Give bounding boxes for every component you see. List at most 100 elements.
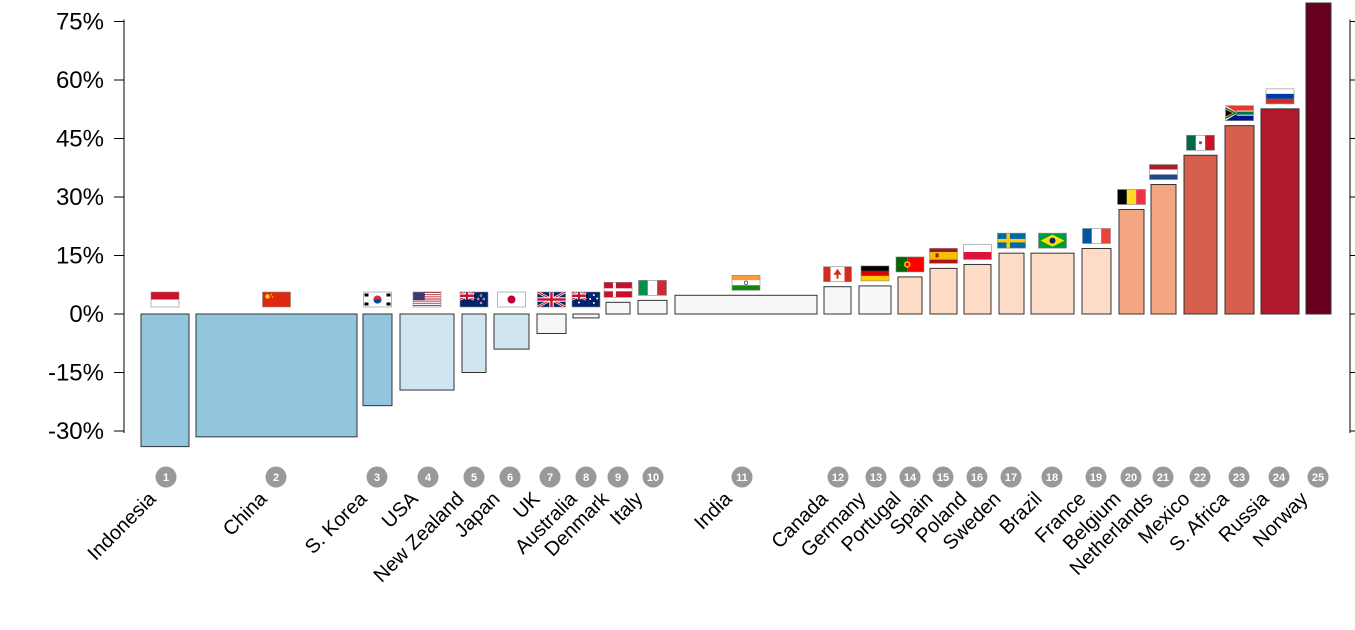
- rank-marker: 14: [899, 466, 921, 488]
- rank-circle: [417, 466, 439, 488]
- rank-circle: [1268, 466, 1290, 488]
- bar-denmark: [605, 301, 631, 315]
- rank-number: 12: [832, 472, 844, 484]
- rank-number: 22: [1194, 472, 1206, 484]
- rank-number: 5: [471, 472, 477, 484]
- bar-russia: [1260, 108, 1300, 315]
- rank-number: 7: [547, 472, 553, 484]
- rank-circle: [932, 466, 954, 488]
- bar-portugal: [897, 276, 923, 315]
- y-axis-left: 75% 60% 45% 30% 15% 0% -15% -30%: [48, 9, 125, 445]
- country-label: China: [219, 487, 272, 540]
- rank-marker: 10: [642, 466, 664, 488]
- rank-circle: [1307, 466, 1329, 488]
- y-tick-label: 45%: [56, 126, 104, 153]
- flags: [150, 88, 1295, 309]
- rank-marker: 23: [1228, 466, 1250, 488]
- canada-flag: [823, 266, 852, 283]
- rank-circle: [1152, 466, 1174, 488]
- bar-brazil: [1030, 252, 1075, 315]
- rank-number: 4: [425, 472, 432, 484]
- bar-south-africa: [1224, 125, 1255, 315]
- rank-marker: 21: [1152, 466, 1174, 488]
- rank-marker: 22: [1189, 466, 1211, 488]
- mexico-flag: [1186, 134, 1215, 151]
- south-korea-flag: [363, 291, 392, 308]
- rank-number: 23: [1233, 472, 1245, 484]
- rank-circle: [1041, 466, 1063, 488]
- rank-marker: 5: [463, 466, 485, 488]
- rank-number: 14: [904, 472, 917, 484]
- rank-marker: 7: [539, 466, 561, 488]
- y-axis-right: [1349, 19, 1355, 433]
- bar-spain: [929, 267, 958, 315]
- bar-italy: [637, 299, 668, 315]
- rank-number: 10: [647, 472, 659, 484]
- bars: [140, 2, 1332, 448]
- rank-circle: [607, 466, 629, 488]
- rank-marker: 19: [1085, 466, 1107, 488]
- rank-number: 3: [374, 472, 380, 484]
- new-zealand-flag: [459, 290, 489, 308]
- rank-circle: [827, 466, 849, 488]
- bar-poland: [963, 263, 992, 315]
- denmark-flag: [603, 281, 633, 298]
- bar-belgium: [1118, 208, 1145, 315]
- bar-uk: [536, 313, 567, 334]
- y-tick-label: -30%: [48, 418, 104, 445]
- rank-circle: [899, 466, 921, 488]
- rank-circle: [642, 466, 664, 488]
- rank-number: 25: [1312, 472, 1324, 484]
- rank-circle: [731, 466, 753, 488]
- rank-marker: 20: [1120, 466, 1142, 488]
- bar-canada: [823, 286, 852, 315]
- rank-marker: 6: [499, 466, 521, 488]
- country-label: India: [690, 487, 737, 534]
- bar-germany: [858, 285, 892, 315]
- bar-sweden: [998, 252, 1025, 315]
- rank-circle: [966, 466, 988, 488]
- rank-circle: [265, 466, 287, 488]
- y-tick-label: 60%: [56, 67, 104, 94]
- rank-marker: 11: [731, 466, 753, 488]
- rank-number: 2: [273, 472, 279, 484]
- y-tick-label: 0%: [69, 301, 104, 328]
- rank-number: 15: [937, 472, 949, 484]
- bar-india: [674, 294, 818, 315]
- country-label: Indonesia: [84, 487, 162, 565]
- rank-marker: 8: [575, 466, 597, 488]
- china-flag: [262, 291, 291, 308]
- bar-indonesia: [140, 313, 190, 448]
- indonesia-flag: [150, 291, 180, 308]
- rank-marker: 9: [607, 466, 629, 488]
- rank-marker: 24: [1268, 466, 1290, 488]
- bar-japan: [493, 313, 530, 350]
- rank-number: 20: [1125, 472, 1137, 484]
- rank-circle: [1120, 466, 1142, 488]
- rank-circle: [366, 466, 388, 488]
- rank-number: 9: [615, 472, 621, 484]
- rank-number: 24: [1273, 472, 1286, 484]
- y-tick-label: -15%: [48, 360, 104, 387]
- bar-netherlands: [1150, 184, 1177, 315]
- rank-marker: 15: [932, 466, 954, 488]
- rank-number: 21: [1157, 472, 1169, 484]
- spain-flag: [929, 248, 958, 264]
- bar-australia: [572, 313, 600, 319]
- rank-circle: [1189, 466, 1211, 488]
- rank-marker: 1: [155, 466, 177, 488]
- usa-flag: [412, 291, 442, 308]
- portugal-flag: [895, 256, 925, 273]
- rank-circle: [1085, 466, 1107, 488]
- rank-number: 19: [1090, 472, 1102, 484]
- rank-circle: [155, 466, 177, 488]
- germany-flag: [860, 265, 890, 282]
- rank-marker: 25: [1307, 466, 1329, 488]
- poland-flag: [963, 244, 992, 260]
- japan-flag: [497, 291, 526, 308]
- rank-marker: 12: [827, 466, 849, 488]
- rank-circle: [463, 466, 485, 488]
- russia-flag: [1265, 88, 1295, 105]
